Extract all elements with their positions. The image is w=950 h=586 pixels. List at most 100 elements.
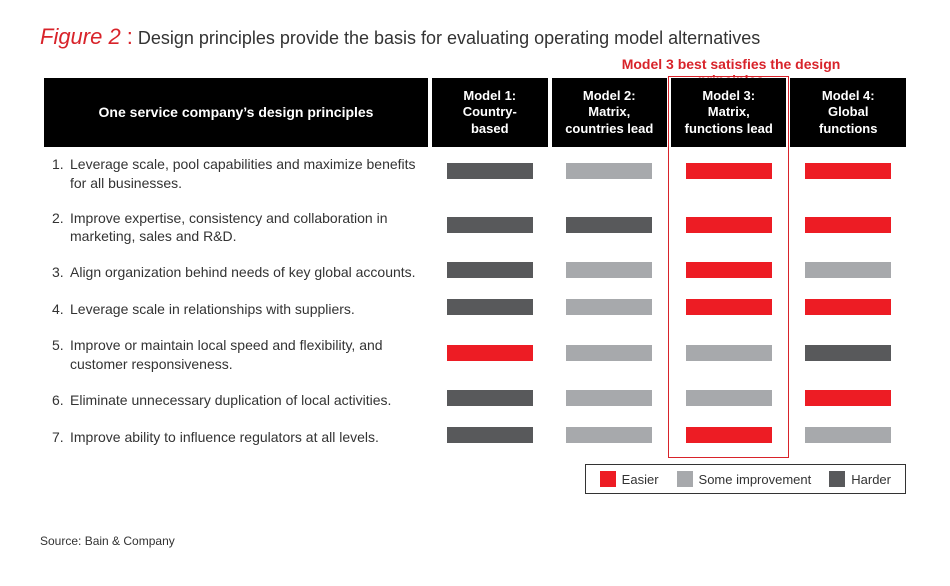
rating-cell <box>552 147 667 201</box>
figure-source: Source: Bain & Company <box>40 494 910 548</box>
model-2-header: Model 2:Matrix,countries lead <box>552 78 667 147</box>
swatch-some <box>677 471 693 487</box>
rating-bar-easier <box>805 217 891 233</box>
rating-cell <box>671 291 786 328</box>
rating-bar-some <box>566 427 652 443</box>
rating-cell <box>432 419 547 456</box>
rating-bar-harder <box>447 390 533 406</box>
model-3-header: Model 3:Matrix,functions lead <box>671 78 786 147</box>
principle-text: Align organization behind needs of key g… <box>70 264 416 280</box>
rating-bar-some <box>805 262 891 278</box>
table-row: 6.Eliminate unnecessary duplication of l… <box>44 382 906 419</box>
swatch-harder <box>829 471 845 487</box>
rating-bar-easier <box>686 262 772 278</box>
rating-bar-some <box>566 262 652 278</box>
rating-bar-harder <box>447 163 533 179</box>
principle-number: 7. <box>52 428 70 447</box>
rating-cell <box>432 254 547 291</box>
principle-number: 2. <box>52 209 70 247</box>
rating-bar-harder <box>805 345 891 361</box>
rating-cell <box>432 201 547 255</box>
principle-text: Improve expertise, consistency and colla… <box>70 210 388 245</box>
principle-text: Improve or maintain local speed and flex… <box>70 337 383 372</box>
principle-number: 5. <box>52 336 70 374</box>
rating-cell <box>552 254 667 291</box>
rating-bar-some <box>805 427 891 443</box>
rating-bar-easier <box>686 427 772 443</box>
principle-cell: 6.Eliminate unnecessary duplication of l… <box>44 382 428 419</box>
rating-cell <box>790 419 906 456</box>
rating-cell <box>552 201 667 255</box>
legend-item-easier: Easier <box>600 471 659 487</box>
rating-cell <box>432 147 547 201</box>
rating-bar-some <box>686 390 772 406</box>
rating-cell <box>552 328 667 382</box>
rating-bar-some <box>566 299 652 315</box>
rating-cell <box>790 147 906 201</box>
rating-bar-easier <box>805 299 891 315</box>
rating-cell <box>671 419 786 456</box>
rating-cell <box>671 382 786 419</box>
legend-label-harder: Harder <box>851 472 891 487</box>
legend-item-harder: Harder <box>829 471 891 487</box>
rating-cell <box>790 291 906 328</box>
rating-bar-harder <box>447 427 533 443</box>
rating-cell <box>790 201 906 255</box>
rating-cell <box>552 382 667 419</box>
figure-title-line: Figure 2: Design principles provide the … <box>40 24 910 50</box>
principle-cell: 3.Align organization behind needs of key… <box>44 254 428 291</box>
evaluation-matrix-table: One service company’s design principles … <box>40 78 910 456</box>
table-row: 5.Improve or maintain local speed and fl… <box>44 328 906 382</box>
rating-bar-some <box>566 163 652 179</box>
table-row: 7.Improve ability to influence regulator… <box>44 419 906 456</box>
principle-number: 3. <box>52 263 70 282</box>
principle-cell: 1.Leverage scale, pool capabilities and … <box>44 147 428 201</box>
principle-number: 6. <box>52 391 70 410</box>
rating-cell <box>552 419 667 456</box>
figure-caption: Design principles provide the basis for … <box>138 28 760 48</box>
figure-colon: : <box>127 24 133 49</box>
table-row: 4.Leverage scale in relationships with s… <box>44 291 906 328</box>
rating-bar-easier <box>447 345 533 361</box>
model-1-header: Model 1:Country-based <box>432 78 547 147</box>
principle-text: Eliminate unnecessary duplication of loc… <box>70 392 391 408</box>
table-row: 2.Improve expertise, consistency and col… <box>44 201 906 255</box>
principle-text: Improve ability to influence regulators … <box>70 429 379 445</box>
legend-item-some: Some improvement <box>677 471 812 487</box>
rating-bar-harder <box>447 262 533 278</box>
rating-cell <box>432 328 547 382</box>
figure-label: Figure 2 <box>40 24 121 49</box>
principle-cell: 7.Improve ability to influence regulator… <box>44 419 428 456</box>
table-header-row: One service company’s design principles … <box>44 78 906 147</box>
model-4-header: Model 4:Globalfunctions <box>790 78 906 147</box>
swatch-easier <box>600 471 616 487</box>
principle-number: 1. <box>52 155 70 193</box>
principle-text: Leverage scale in relationships with sup… <box>70 301 355 317</box>
rating-bar-easier <box>686 217 772 233</box>
rating-cell <box>671 254 786 291</box>
rating-bar-easier <box>805 163 891 179</box>
principle-text: Leverage scale, pool capabilities and ma… <box>70 156 416 191</box>
table-row: 3.Align organization behind needs of key… <box>44 254 906 291</box>
principle-cell: 4.Leverage scale in relationships with s… <box>44 291 428 328</box>
rating-bar-some <box>686 345 772 361</box>
legend: Easier Some improvement Harder <box>585 464 906 494</box>
rating-bar-harder <box>447 299 533 315</box>
rating-bar-harder <box>447 217 533 233</box>
rating-cell <box>671 147 786 201</box>
rating-cell <box>790 254 906 291</box>
table-row: 1.Leverage scale, pool capabilities and … <box>44 147 906 201</box>
table-wrap: One service company’s design principles … <box>40 78 910 456</box>
rating-cell <box>671 201 786 255</box>
rating-cell <box>790 382 906 419</box>
principle-number: 4. <box>52 300 70 319</box>
rating-bar-easier <box>686 299 772 315</box>
matrix-body: 1.Leverage scale, pool capabilities and … <box>44 147 906 456</box>
rating-bar-some <box>566 390 652 406</box>
principles-column-header: One service company’s design principles <box>44 78 428 147</box>
rating-bar-easier <box>805 390 891 406</box>
rating-bar-some <box>566 345 652 361</box>
principle-cell: 2.Improve expertise, consistency and col… <box>44 201 428 255</box>
rating-cell <box>552 291 667 328</box>
rating-cell <box>790 328 906 382</box>
